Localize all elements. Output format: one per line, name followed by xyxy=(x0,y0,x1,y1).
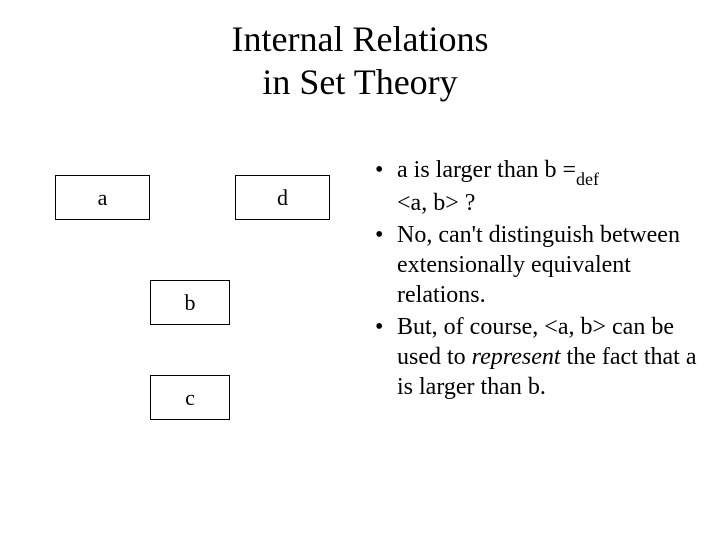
bullet-2-text: No, can't distinguish between extensiona… xyxy=(397,222,680,308)
bullet-1-prefix: a is larger than b = xyxy=(397,157,576,183)
bullet-list: a is larger than b =def <a, b> ? No, can… xyxy=(375,155,705,404)
bullet-1-line2: <a, b> ? xyxy=(397,190,475,216)
box-d-label: d xyxy=(277,185,288,211)
bullet-1-subscript: def xyxy=(576,169,599,189)
box-c-label: c xyxy=(185,385,195,411)
bullet-3-italic: represent xyxy=(472,344,561,370)
box-c: c xyxy=(150,375,230,420)
bullet-item-1: a is larger than b =def <a, b> ? xyxy=(375,155,705,218)
bullet-item-2: No, can't distinguish between extensiona… xyxy=(375,220,705,310)
box-d: d xyxy=(235,175,330,220)
box-a: a xyxy=(55,175,150,220)
bullet-item-3: But, of course, <a, b> can be used to re… xyxy=(375,312,705,402)
box-b: b xyxy=(150,280,230,325)
slide-title: Internal Relations in Set Theory xyxy=(0,0,720,104)
title-line-2: in Set Theory xyxy=(262,62,457,102)
box-a-label: a xyxy=(98,185,108,211)
title-line-1: Internal Relations xyxy=(232,19,489,59)
box-b-label: b xyxy=(185,290,196,316)
